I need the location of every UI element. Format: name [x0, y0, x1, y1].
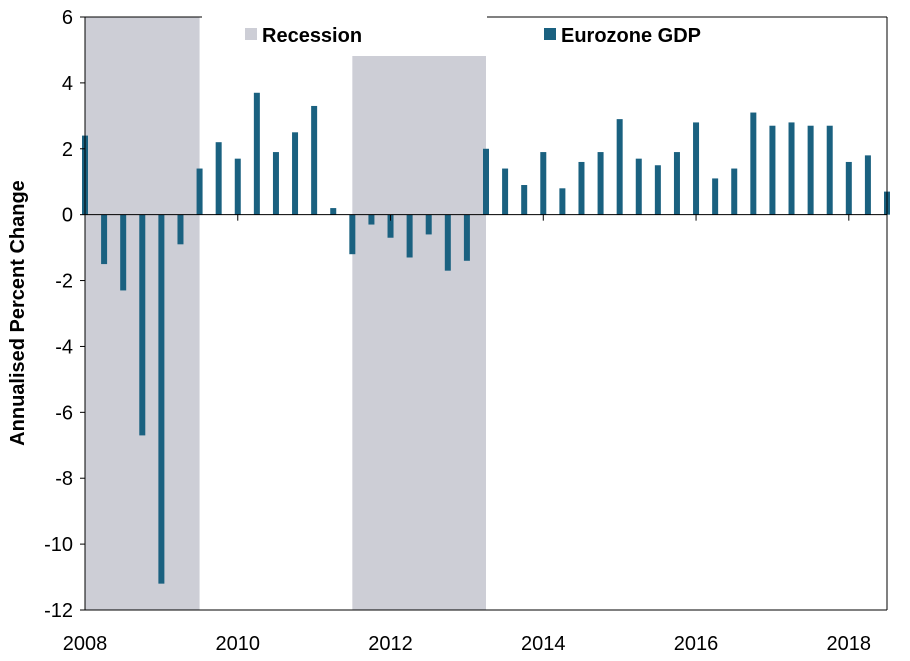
gdp-bar-2008Q4	[139, 214, 146, 436]
gdp-bar-2012Q2	[406, 214, 413, 258]
y-tick-label: -2	[55, 271, 73, 293]
gdp-bar-2009Q2	[177, 214, 184, 245]
gdp-bar-2015Q2	[635, 158, 642, 215]
recession-bands	[85, 17, 486, 610]
gdp-bar-2017Q1	[769, 125, 776, 215]
gdp-bar-2018Q2	[864, 155, 871, 215]
y-tick-label: -10	[44, 534, 73, 556]
recession-band-1	[352, 17, 486, 610]
gdp-bar-2011Q2	[330, 208, 337, 215]
x-tick-label: 2008	[63, 633, 108, 655]
gdp-bars	[82, 92, 890, 584]
gdp-bar-2009Q1	[158, 214, 165, 584]
gdp-bar-2018Q1	[845, 161, 852, 215]
gdp-bar-2013Q3	[502, 168, 509, 215]
x-ticks: 2008 2010 2012 2014 2016 2018	[63, 214, 872, 655]
gdp-bar-2008Q2	[101, 214, 108, 265]
gdp-bar-2016Q1	[693, 122, 700, 215]
y-tick-label: -6	[55, 402, 73, 424]
gdp-bar-2016Q3	[731, 168, 738, 215]
gdp-bar-2009Q3	[196, 168, 203, 215]
gdp-bar-2011Q3	[349, 214, 356, 255]
y-tick-label: 0	[62, 205, 73, 227]
gdp-bar-2016Q2	[712, 178, 719, 215]
legend-swatch-eurozone-gdp	[544, 28, 556, 40]
y-tick-label: -12	[44, 600, 73, 622]
gdp-bar-2013Q1	[463, 214, 470, 261]
gdp-bar-2010Q1	[234, 158, 241, 215]
gdp-bar-2014Q4	[597, 152, 604, 215]
gdp-bar-2016Q4	[750, 112, 757, 215]
x-tick-label: 2010	[216, 633, 261, 655]
gdp-bar-2011Q4	[368, 214, 375, 225]
y-axis-title: Annualised Percent Change	[7, 180, 29, 446]
gdp-bar-2008Q3	[120, 214, 127, 291]
gdp-bar-2014Q2	[559, 188, 566, 215]
gdp-bar-2014Q1	[540, 152, 547, 215]
gdp-bar-2013Q4	[521, 185, 528, 215]
x-tick-label: 2012	[368, 633, 413, 655]
gdp-bar-2017Q2	[788, 122, 795, 215]
y-tick-label: -8	[55, 468, 73, 490]
gdp-bar-2009Q4	[215, 142, 222, 215]
y-tick-label: 2	[62, 139, 73, 161]
gdp-bar-2010Q2	[253, 92, 260, 215]
legend: Recession Eurozone GDP	[202, 14, 701, 56]
y-tick-label: 6	[62, 7, 73, 29]
gdp-bar-2012Q3	[425, 214, 432, 235]
legend-swatch-recession	[245, 28, 257, 40]
gdp-bar-2012Q1	[387, 214, 394, 238]
gdp-bar-2017Q4	[826, 125, 833, 215]
gdp-bar-2011Q1	[311, 105, 318, 215]
x-tick-label: 2016	[674, 633, 719, 655]
x-tick-label: 2014	[521, 633, 566, 655]
gdp-bar-2015Q3	[654, 165, 661, 215]
gdp-bar-2010Q4	[292, 132, 299, 215]
gdp-bar-2015Q4	[673, 152, 680, 215]
y-tick-label: 4	[62, 73, 73, 95]
y-ticks: 6 4 2 0 -2 -4 -6 -8 -10 -12	[44, 7, 85, 622]
gdp-bar-2015Q1	[616, 119, 623, 215]
legend-label-recession: Recession	[262, 25, 362, 47]
gdp-bar-2010Q3	[272, 152, 279, 215]
gdp-bar-2014Q3	[578, 161, 585, 215]
gdp-bar-2012Q4	[444, 214, 451, 271]
gdp-bar-2017Q3	[807, 125, 814, 215]
x-tick-label: 2018	[827, 633, 872, 655]
legend-label-eurozone-gdp: Eurozone GDP	[561, 25, 701, 47]
y-tick-label: -4	[55, 336, 73, 358]
gdp-bar-2013Q2	[483, 148, 489, 215]
